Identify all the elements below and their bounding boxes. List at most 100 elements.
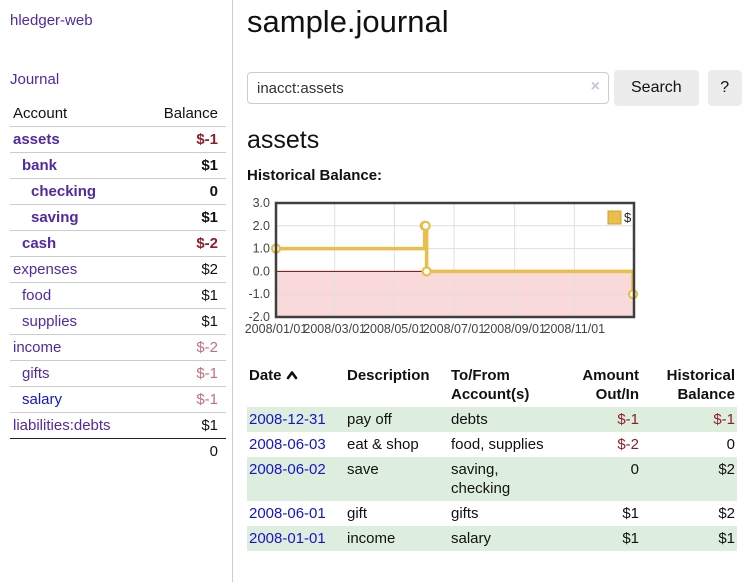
- transaction-accounts: salary: [451, 530, 492, 547]
- transaction-date-link[interactable]: 2008-06-02: [249, 461, 326, 478]
- account-row: checking 0: [10, 178, 226, 205]
- transaction-balance: $1: [718, 530, 735, 547]
- account-link[interactable]: gifts: [22, 365, 50, 382]
- search-form: × Search ?: [247, 70, 742, 106]
- register-row: 2008-06-03 eat & shop food, supplies $-2 0: [247, 432, 737, 457]
- account-row: salary $-1: [10, 386, 226, 413]
- transaction-description: eat & shop: [347, 436, 419, 453]
- svg-text:2008/03/01: 2008/03/01: [303, 322, 366, 336]
- account-balance: $1: [150, 308, 226, 335]
- transaction-amount: $1: [622, 505, 639, 522]
- account-link[interactable]: food: [22, 287, 52, 304]
- chart-title: Historical Balance:: [247, 167, 383, 184]
- account-link[interactable]: assets: [13, 131, 60, 148]
- register-header-date[interactable]: Date: [247, 363, 345, 407]
- register-table: Date Description To/From Account(s) Amou…: [247, 363, 737, 551]
- sidebar-item-journal[interactable]: Journal: [10, 71, 60, 88]
- svg-text:1.0: 1.0: [253, 242, 270, 256]
- page-title: sample.journal: [247, 4, 449, 39]
- register-header-row: Date Description To/From Account(s) Amou…: [247, 363, 737, 407]
- transaction-date-link[interactable]: 2008-12-31: [249, 411, 326, 428]
- app-brand-link[interactable]: hledger-web: [10, 12, 93, 29]
- transaction-amount: 0: [630, 461, 639, 478]
- register-row: 2008-06-02 save saving, checking 0 $2: [247, 457, 737, 501]
- account-balance: $-2: [150, 230, 226, 257]
- register-header-balance: Historical Balance: [666, 367, 735, 403]
- account-row: gifts $-1: [10, 360, 226, 387]
- search-button[interactable]: Search: [614, 70, 699, 106]
- account-balance: $1: [150, 204, 226, 231]
- account-row: cash $-2: [10, 230, 226, 257]
- transaction-balance: $2: [718, 505, 735, 522]
- transaction-accounts: gifts: [451, 505, 479, 522]
- historical-balance-chart[interactable]: 3.0 2.0 1.0 0.0 -1.0 -2.0 2008/01/01 2008/03/01…: [245, 196, 742, 341]
- svg-text:2008/07/01: 2008/07/01: [423, 322, 486, 336]
- account-link[interactable]: cash: [22, 235, 57, 252]
- accounts-total-balance: 0: [150, 438, 226, 464]
- transaction-description: gift: [347, 505, 368, 522]
- transaction-date-link[interactable]: 2008-06-03: [249, 436, 326, 453]
- account-row: saving $1: [10, 204, 226, 231]
- transaction-description: pay off: [347, 411, 392, 428]
- transaction-accounts: debts: [451, 411, 488, 428]
- account-link[interactable]: bank: [22, 157, 58, 174]
- transaction-accounts: food, supplies: [451, 436, 544, 453]
- transaction-balance: 0: [726, 436, 735, 453]
- transaction-amount: $-2: [617, 436, 639, 453]
- register-row: 2008-06-01 gift gifts $1 $2: [247, 501, 737, 526]
- svg-text:-1.0: -1.0: [248, 287, 270, 301]
- account-link[interactable]: saving: [31, 209, 79, 226]
- main-content: sample.journal × Search ? assets Histori…: [233, 0, 742, 582]
- account-link[interactable]: liabilities:debts: [13, 417, 111, 434]
- svg-text:2008/05/01: 2008/05/01: [363, 322, 426, 336]
- account-balance: $-2: [150, 334, 226, 361]
- accounts-header-balance: Balance: [163, 105, 218, 122]
- svg-text:3.0: 3.0: [253, 196, 270, 210]
- register-row: 2008-01-01 income salary $1 $1: [247, 526, 737, 551]
- account-balance: $-1: [150, 360, 226, 387]
- svg-text:0.0: 0.0: [253, 264, 270, 278]
- svg-text:2008/09/01: 2008/09/01: [483, 322, 546, 336]
- transaction-date-link[interactable]: 2008-01-01: [249, 530, 326, 547]
- account-row: liabilities:debts $1: [10, 412, 226, 439]
- transaction-description: save: [347, 461, 379, 478]
- register-header-description: Description: [347, 367, 430, 384]
- transaction-amount: $-1: [617, 411, 639, 428]
- help-button[interactable]: ?: [707, 70, 742, 106]
- transaction-date-link[interactable]: 2008-06-01: [249, 505, 326, 522]
- legend-label: $: [624, 210, 632, 225]
- register-table-body: 2008-12-31 pay off debts $-1 $-1 2008-06-03 ea…: [247, 407, 737, 551]
- account-balance: $2: [150, 256, 226, 283]
- account-heading: assets: [247, 126, 320, 154]
- account-row: income $-2: [10, 334, 226, 361]
- account-link[interactable]: supplies: [22, 313, 78, 330]
- register-header-account: To/From Account(s): [451, 367, 530, 403]
- transaction-amount: $1: [622, 530, 639, 547]
- account-row: assets $-1: [10, 126, 226, 153]
- accounts-table-body: assets $-1 bank $1 checking 0 saving $1 cash $-2 e…: [10, 126, 226, 439]
- account-balance: $-1: [150, 126, 226, 153]
- account-balance: $1: [150, 412, 226, 439]
- accounts-total-row: 0: [10, 438, 226, 464]
- accounts-header-account: Account: [13, 105, 68, 122]
- account-balance: $-1: [150, 386, 226, 413]
- clear-search-icon[interactable]: ×: [590, 78, 600, 95]
- svg-text:2008/11/01: 2008/11/01: [544, 322, 606, 336]
- search-input[interactable]: [247, 72, 609, 104]
- account-balance: $1: [150, 282, 226, 309]
- svg-text:2008/01/01: 2008/01/01: [245, 322, 308, 336]
- legend-swatch: [607, 210, 622, 225]
- register-row: 2008-12-31 pay off debts $-1 $-1: [247, 407, 737, 432]
- svg-text:-2.0: -2.0: [248, 310, 270, 324]
- account-balance: $1: [150, 152, 226, 179]
- account-link[interactable]: expenses: [13, 261, 78, 278]
- account-link[interactable]: income: [13, 339, 62, 356]
- account-link[interactable]: checking: [31, 183, 97, 200]
- transaction-accounts: saving, checking: [451, 461, 511, 497]
- register-header-amount: Amount Out/In: [582, 367, 639, 403]
- account-row: expenses $2: [10, 256, 226, 283]
- account-balance: 0: [150, 178, 226, 205]
- svg-text:2.0: 2.0: [253, 219, 270, 233]
- accounts-table: Account Balance assets $-1 bank $1 checking 0…: [10, 102, 226, 464]
- account-link[interactable]: salary: [22, 391, 63, 408]
